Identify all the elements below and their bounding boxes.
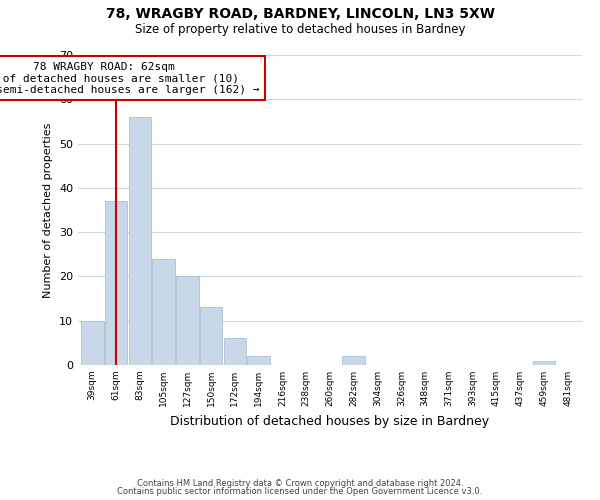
- Text: Size of property relative to detached houses in Bardney: Size of property relative to detached ho…: [135, 22, 465, 36]
- Text: Contains HM Land Registry data © Crown copyright and database right 2024.: Contains HM Land Registry data © Crown c…: [137, 478, 463, 488]
- Bar: [533, 360, 555, 365]
- Y-axis label: Number of detached properties: Number of detached properties: [43, 122, 53, 298]
- Bar: [128, 117, 151, 365]
- Bar: [247, 356, 270, 365]
- Bar: [200, 308, 223, 365]
- Bar: [224, 338, 246, 365]
- Bar: [343, 356, 365, 365]
- Text: Contains public sector information licensed under the Open Government Licence v3: Contains public sector information licen…: [118, 487, 482, 496]
- Bar: [105, 201, 127, 365]
- X-axis label: Distribution of detached houses by size in Bardney: Distribution of detached houses by size …: [170, 414, 490, 428]
- Text: 78, WRAGBY ROAD, BARDNEY, LINCOLN, LN3 5XW: 78, WRAGBY ROAD, BARDNEY, LINCOLN, LN3 5…: [106, 8, 494, 22]
- Bar: [176, 276, 199, 365]
- Bar: [152, 258, 175, 365]
- Bar: [81, 320, 104, 365]
- Text: 78 WRAGBY ROAD: 62sqm
← 6% of detached houses are smaller (10)
94% of semi-detac: 78 WRAGBY ROAD: 62sqm ← 6% of detached h…: [0, 62, 259, 95]
